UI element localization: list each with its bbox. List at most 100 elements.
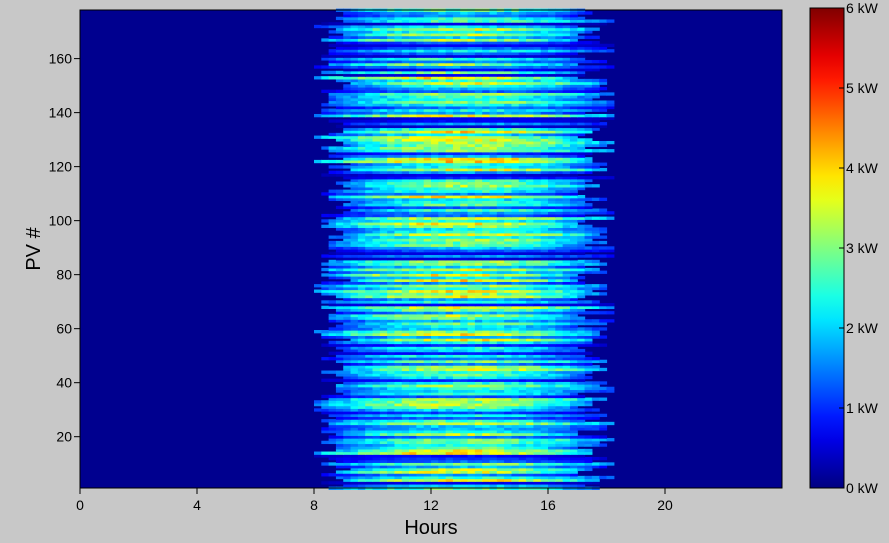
heatmap-cell [526, 451, 534, 455]
heatmap-cell [365, 178, 374, 183]
heatmap-cell [452, 149, 461, 153]
heatmap-cell [526, 257, 534, 261]
heatmap-cell [496, 419, 505, 423]
heatmap-cell [343, 149, 352, 153]
heatmap-cell [394, 324, 403, 328]
heatmap-cell [438, 392, 447, 396]
heatmap-cell [321, 289, 330, 293]
heatmap-cell [445, 305, 454, 310]
heatmap-cell [599, 230, 608, 234]
heatmap-cell [540, 435, 549, 439]
heatmap-cell [555, 365, 564, 369]
heatmap-cell [562, 211, 571, 215]
heatmap-cell [555, 300, 564, 304]
heatmap-cell [526, 473, 534, 477]
heatmap-cell [591, 305, 600, 310]
heatmap-cell [357, 135, 366, 139]
heatmap-cell [394, 122, 403, 126]
heatmap-cell [335, 254, 344, 258]
heatmap-cell [452, 362, 461, 366]
heatmap-cell [504, 130, 513, 134]
heatmap-cell [599, 389, 608, 393]
heatmap-cell [577, 373, 586, 377]
heatmap-cell [394, 192, 403, 196]
heatmap-cell [431, 478, 439, 482]
heatmap-cell [365, 224, 374, 228]
heatmap-cell [496, 251, 505, 255]
heatmap-cell [423, 184, 432, 188]
heatmap-cell [562, 467, 571, 472]
heatmap-cell [460, 227, 469, 231]
heatmap-cell [416, 467, 425, 472]
heatmap-cell [467, 132, 476, 137]
heatmap-cell [431, 249, 439, 253]
heatmap-cell [533, 135, 542, 139]
heatmap-cell [416, 427, 425, 431]
heatmap-cell [387, 454, 396, 458]
heatmap-cell [482, 130, 491, 134]
heatmap-cell [533, 208, 542, 212]
heatmap-cell [496, 257, 505, 261]
heatmap-cell [467, 262, 476, 266]
heatmap-cell [452, 327, 461, 331]
heatmap-cell [387, 138, 396, 142]
heatmap-cell [533, 354, 542, 358]
heatmap-cell [387, 132, 396, 137]
heatmap-cell [606, 246, 615, 250]
heatmap-cell [416, 286, 425, 291]
heatmap-cell [452, 303, 461, 307]
heatmap-cell [584, 427, 593, 431]
heatmap-cell [467, 348, 476, 353]
heatmap-cell [467, 265, 476, 269]
heatmap-cell [350, 219, 359, 223]
heatmap-cell [533, 197, 542, 201]
heatmap-cell [379, 195, 388, 199]
heatmap-cell [423, 170, 432, 174]
heatmap-cell [467, 397, 476, 401]
heatmap-cell [555, 359, 564, 364]
heatmap-cell [474, 154, 483, 158]
heatmap-cell [409, 440, 417, 445]
heatmap-cell [328, 246, 337, 250]
heatmap-cell [460, 289, 469, 293]
heatmap-cell [328, 270, 337, 274]
heatmap-cell [431, 211, 439, 215]
heatmap-cell [343, 122, 352, 126]
heatmap-cell [548, 402, 556, 407]
heatmap-cell [540, 370, 549, 374]
heatmap-cell [555, 394, 564, 399]
heatmap-cell [526, 222, 534, 226]
heatmap-cell [474, 348, 483, 353]
heatmap-cell [504, 381, 513, 385]
heatmap-cell [540, 238, 549, 242]
heatmap-cell [431, 284, 439, 288]
heatmap-cell [431, 178, 439, 183]
heatmap-cell [460, 308, 469, 312]
heatmap-cell [548, 397, 556, 401]
heatmap-cell [416, 243, 425, 247]
heatmap-cell [518, 143, 527, 147]
heatmap-cell [496, 340, 505, 345]
heatmap-cell [504, 327, 513, 331]
heatmap-cell [518, 397, 527, 401]
heatmap-cell [321, 273, 330, 277]
heatmap-cell [489, 351, 498, 355]
heatmap-cell [379, 327, 388, 331]
heatmap-cell [416, 219, 425, 223]
heatmap-cell [518, 235, 527, 239]
heatmap-cell [504, 424, 513, 428]
heatmap-cell [460, 346, 469, 350]
heatmap-cell [343, 303, 352, 307]
heatmap-cell [416, 465, 425, 469]
heatmap-cell [518, 386, 527, 391]
heatmap-cell [423, 473, 432, 477]
heatmap-cell [452, 151, 461, 156]
heatmap-cell [562, 335, 571, 339]
heatmap-cell [584, 127, 593, 131]
heatmap-cell [482, 429, 491, 434]
heatmap-cell [445, 170, 454, 174]
heatmap-cell [401, 305, 410, 310]
heatmap-cell [489, 478, 498, 482]
heatmap-cell [445, 459, 454, 463]
heatmap-cell [452, 373, 461, 377]
